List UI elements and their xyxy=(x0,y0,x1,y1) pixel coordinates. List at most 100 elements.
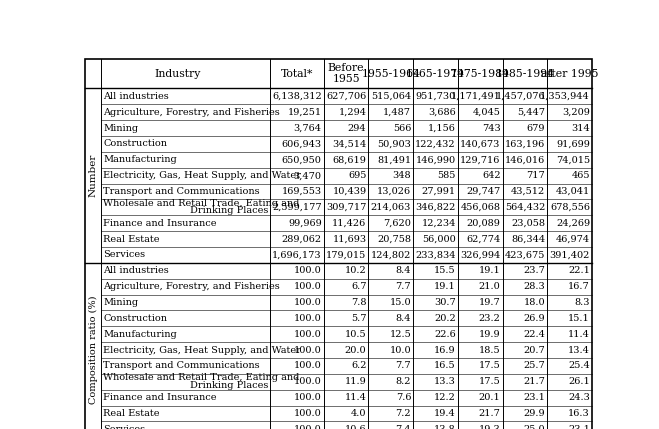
Text: 642: 642 xyxy=(482,171,501,180)
Text: 10,439: 10,439 xyxy=(332,187,366,196)
Text: 17.5: 17.5 xyxy=(479,362,501,371)
Text: 23.1: 23.1 xyxy=(523,393,545,402)
Text: 50,903: 50,903 xyxy=(378,139,411,148)
Text: Transport and Communications: Transport and Communications xyxy=(103,187,260,196)
Text: 21.7: 21.7 xyxy=(478,409,501,418)
Text: 1975-1984: 1975-1984 xyxy=(451,69,510,79)
Text: Real Estate: Real Estate xyxy=(103,409,160,418)
Text: Finance and Insurance: Finance and Insurance xyxy=(103,219,217,228)
Text: 1,156: 1,156 xyxy=(428,124,456,133)
Text: Wholesale and Retail Trade, Eating and: Wholesale and Retail Trade, Eating and xyxy=(103,199,300,208)
Text: 951,730: 951,730 xyxy=(416,92,456,101)
Text: 3,470: 3,470 xyxy=(294,171,322,180)
Text: 29,747: 29,747 xyxy=(467,187,501,196)
Text: 8.2: 8.2 xyxy=(395,378,411,386)
Text: 20.1: 20.1 xyxy=(479,393,501,402)
Text: 11.9: 11.9 xyxy=(345,378,366,386)
Text: 743: 743 xyxy=(482,124,501,133)
Text: 11,693: 11,693 xyxy=(332,235,366,244)
Text: 606,943: 606,943 xyxy=(281,139,322,148)
Text: Composition ratio (%): Composition ratio (%) xyxy=(88,296,98,405)
Text: 8.3: 8.3 xyxy=(575,298,590,307)
Text: Number: Number xyxy=(88,154,98,197)
Text: 22.1: 22.1 xyxy=(568,266,590,275)
Text: 20,089: 20,089 xyxy=(467,219,501,228)
Text: 348: 348 xyxy=(393,171,411,180)
Text: 7.2: 7.2 xyxy=(395,409,411,418)
Text: Electricity, Gas, Heat Supply, and Water: Electricity, Gas, Heat Supply, and Water xyxy=(103,171,301,180)
Text: Transport and Communications: Transport and Communications xyxy=(103,362,260,371)
Text: 46,974: 46,974 xyxy=(556,235,590,244)
Text: 11.4: 11.4 xyxy=(345,393,366,402)
Text: 100.0: 100.0 xyxy=(294,330,322,339)
Text: 62,774: 62,774 xyxy=(467,235,501,244)
Text: 20.0: 20.0 xyxy=(345,346,366,355)
Text: 13.4: 13.4 xyxy=(568,346,590,355)
Text: 100.0: 100.0 xyxy=(294,266,322,275)
Text: Before
1955: Before 1955 xyxy=(328,63,364,85)
Text: 140,673: 140,673 xyxy=(460,139,501,148)
Text: Drinking Places: Drinking Places xyxy=(190,381,268,390)
Text: 27,991: 27,991 xyxy=(422,187,456,196)
Text: Construction: Construction xyxy=(103,314,167,323)
Text: 678,556: 678,556 xyxy=(550,203,590,212)
Text: 695: 695 xyxy=(348,171,366,180)
Text: 12,234: 12,234 xyxy=(422,219,456,228)
Text: Electricity, Gas, Heat Supply, and Water: Electricity, Gas, Heat Supply, and Water xyxy=(103,346,301,355)
Text: 6.2: 6.2 xyxy=(351,362,366,371)
Text: 5.7: 5.7 xyxy=(351,314,366,323)
Text: 1985-1994: 1985-1994 xyxy=(496,69,554,79)
Text: 34,514: 34,514 xyxy=(332,139,366,148)
Text: 99,969: 99,969 xyxy=(288,219,322,228)
Text: Finance and Insurance: Finance and Insurance xyxy=(103,393,217,402)
Text: 163,196: 163,196 xyxy=(505,139,545,148)
Text: Construction: Construction xyxy=(103,139,167,148)
Text: 100.0: 100.0 xyxy=(294,346,322,355)
Text: Total*: Total* xyxy=(281,69,313,79)
Text: 100.0: 100.0 xyxy=(294,298,322,307)
Text: 16.7: 16.7 xyxy=(568,282,590,291)
Text: Agriculture, Forestry, and Fisheries: Agriculture, Forestry, and Fisheries xyxy=(103,282,280,291)
Text: 1,294: 1,294 xyxy=(339,108,366,117)
Text: 717: 717 xyxy=(527,171,545,180)
Text: 21.7: 21.7 xyxy=(523,378,545,386)
Text: 465: 465 xyxy=(571,171,590,180)
Text: 4.0: 4.0 xyxy=(351,409,366,418)
Text: 19,251: 19,251 xyxy=(287,108,322,117)
Text: 24,269: 24,269 xyxy=(556,219,590,228)
Text: 3,764: 3,764 xyxy=(294,124,322,133)
Text: 7.4: 7.4 xyxy=(395,425,411,429)
Text: 25.0: 25.0 xyxy=(524,425,545,429)
Text: 18.0: 18.0 xyxy=(524,298,545,307)
Text: 17.5: 17.5 xyxy=(479,378,501,386)
Text: 169,553: 169,553 xyxy=(281,187,322,196)
Text: 23.1: 23.1 xyxy=(568,425,590,429)
Text: 6,138,312: 6,138,312 xyxy=(272,92,322,101)
Text: 74,015: 74,015 xyxy=(556,155,590,164)
Text: 23.2: 23.2 xyxy=(478,314,501,323)
Text: 3,209: 3,209 xyxy=(562,108,590,117)
Text: 214,063: 214,063 xyxy=(371,203,411,212)
Text: 91,699: 91,699 xyxy=(556,139,590,148)
Text: 26.1: 26.1 xyxy=(568,378,590,386)
Text: 100.0: 100.0 xyxy=(294,282,322,291)
Text: Services: Services xyxy=(103,425,146,429)
Text: 16.5: 16.5 xyxy=(434,362,456,371)
Text: 28.3: 28.3 xyxy=(523,282,545,291)
Text: 81,491: 81,491 xyxy=(377,155,411,164)
Text: Real Estate: Real Estate xyxy=(103,235,160,244)
Text: Mining: Mining xyxy=(103,124,138,133)
Text: 20.2: 20.2 xyxy=(434,314,456,323)
Text: 13.8: 13.8 xyxy=(434,425,456,429)
Text: 1,696,173: 1,696,173 xyxy=(272,251,322,260)
Text: All industries: All industries xyxy=(103,266,169,275)
Text: 314: 314 xyxy=(571,124,590,133)
Text: 19.3: 19.3 xyxy=(479,425,501,429)
Text: 11.4: 11.4 xyxy=(568,330,590,339)
Text: 585: 585 xyxy=(438,171,456,180)
Text: Services: Services xyxy=(103,251,146,260)
Text: Industry: Industry xyxy=(154,69,201,79)
Text: 7.7: 7.7 xyxy=(395,362,411,371)
Text: Drinking Places: Drinking Places xyxy=(190,206,268,215)
Text: 15.1: 15.1 xyxy=(568,314,590,323)
